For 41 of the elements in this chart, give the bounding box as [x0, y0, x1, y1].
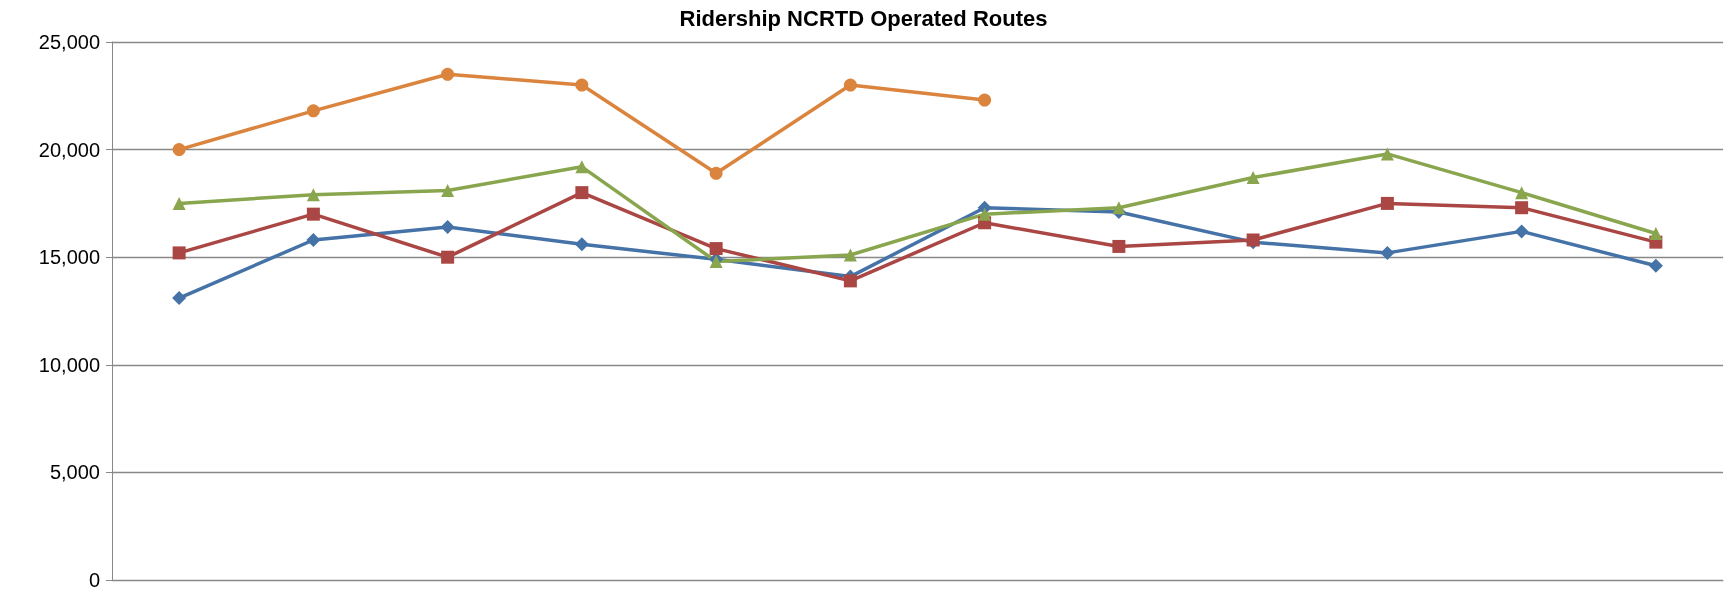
point: [172, 291, 187, 306]
point: [1380, 147, 1394, 161]
point: [843, 78, 857, 92]
y-tick-label: 15,000: [38, 246, 100, 269]
point: [843, 248, 857, 262]
point: [1246, 171, 1260, 185]
point: [978, 207, 992, 221]
point: [1649, 227, 1663, 241]
point: [306, 104, 320, 118]
point: [306, 207, 320, 221]
y-tick-label: 20,000: [38, 138, 100, 161]
y-tick-label: 10,000: [38, 353, 100, 376]
point: [1648, 258, 1663, 273]
point: [709, 166, 723, 180]
chart-title: Ridership NCRTD Operated Routes: [679, 5, 1048, 31]
point: [575, 78, 589, 92]
y-tick-label: 0: [88, 569, 100, 590]
point: [978, 93, 992, 107]
point: [1380, 196, 1394, 210]
y-tick-label: 5,000: [49, 461, 100, 484]
point: [441, 67, 455, 81]
point: [1515, 201, 1529, 215]
point: [172, 246, 186, 260]
y-tick-label: 25,000: [38, 31, 100, 53]
point: [1112, 201, 1126, 215]
point: [575, 186, 589, 200]
point: [709, 242, 723, 256]
point: [440, 220, 455, 235]
point: [574, 237, 589, 252]
point: [172, 196, 186, 210]
point: [575, 160, 589, 174]
point: [306, 188, 320, 202]
point: [441, 250, 455, 264]
point: [843, 274, 857, 288]
point: [441, 183, 455, 197]
point: [1515, 186, 1529, 200]
point: [172, 143, 186, 157]
point: [1112, 239, 1126, 253]
point: [1514, 224, 1529, 239]
point: [1380, 245, 1395, 260]
point: [306, 232, 321, 247]
